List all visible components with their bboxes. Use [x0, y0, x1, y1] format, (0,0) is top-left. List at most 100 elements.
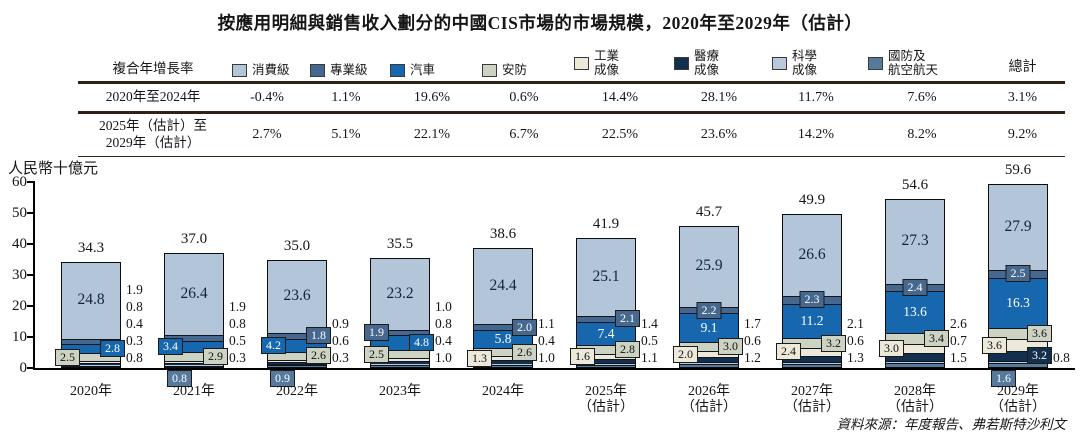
segment-value-box-professional: 2.1	[615, 310, 640, 328]
bar-segment-scientific-imaging	[988, 360, 1048, 364]
bar-segment-industrial-imaging	[267, 359, 327, 363]
cagr-row-total: 3.1%	[1007, 89, 1038, 105]
segment-value-box-professional: 2.2	[696, 301, 722, 319]
bar-segment-defense-aerospace	[679, 364, 739, 368]
bar-outline	[164, 253, 224, 368]
legend-label-line: 醫療	[694, 49, 720, 63]
bar-outline	[988, 183, 1048, 368]
bar-segment-professional	[370, 329, 430, 336]
legend-label-consumer: 消費級	[252, 63, 290, 77]
bar-segment-automotive	[164, 341, 224, 352]
y-tick-mark	[27, 181, 35, 183]
segment-value-callout: 0.3	[229, 350, 246, 365]
x-axis-label-line: 2028年	[894, 384, 936, 399]
x-axis-label-line: 2021年	[173, 384, 215, 399]
y-axis-unit-label: 人民幣十億元	[8, 161, 99, 177]
segment-value-box-security: 3.0	[718, 337, 743, 355]
segment-value-callout: 1.4	[641, 316, 658, 331]
cagr-header-label: 複合年增長率	[112, 61, 194, 76]
bar-total-label: 54.6	[901, 177, 929, 194]
bar-segment-defense-aerospace	[782, 363, 842, 368]
segment-value-callout: 0.3	[126, 333, 143, 348]
legend-item-security: 安防	[478, 63, 570, 77]
bar-segment-medical-imaging	[267, 362, 327, 365]
legend-swatch-professional	[310, 63, 325, 77]
legend-item-consumer: 消費級	[228, 63, 306, 77]
segment-value-label-consumer: 26.6	[798, 246, 826, 264]
segment-value-callout: 0.8	[435, 316, 452, 331]
bar-outline	[885, 199, 945, 368]
cagr-row-label: 2020年至2024年	[78, 89, 228, 106]
cagr-value: 1.1%	[331, 89, 361, 105]
bar-outline	[61, 261, 121, 368]
x-axis-label-line: 2020年	[70, 384, 112, 399]
stacked-bar-plot: 0 10 20 30 40 50 60 34.3 24.8 2.8 2.5 1.9 0.8 0.4 0.3 0…	[12, 162, 1075, 415]
legend-swatch-security	[482, 63, 497, 77]
segment-value-box-defense-aerospace: 0.9	[270, 370, 295, 387]
segment-value-label-consumer: 23.6	[283, 287, 311, 305]
legend-label-line: 成像	[792, 63, 818, 77]
legend-swatch-scientific-imaging	[772, 56, 787, 70]
bar-segment-security	[61, 353, 121, 361]
segment-value-callout: 1.3	[847, 350, 864, 365]
x-axis-label-line: 2026年	[688, 384, 730, 399]
cagr-value: 14.4%	[601, 89, 639, 105]
segment-value-callout: 1.7	[744, 316, 761, 331]
bar-segment-medical-imaging	[782, 355, 842, 363]
y-tick-label: 50	[12, 205, 27, 221]
legend-label-line: 國防及	[888, 49, 926, 63]
segment-value-callout: 0.7	[950, 333, 967, 348]
bar-segment-medical-imaging	[473, 360, 533, 364]
cagr-value: 5.1%	[331, 126, 361, 142]
segment-value-callout: 1.9	[126, 282, 143, 297]
segment-value-callout: 0.4	[126, 316, 143, 331]
segment-value-callout: 0.8	[126, 350, 143, 365]
cagr-value: 7.6%	[907, 89, 937, 105]
bar-segment-medical-imaging	[370, 361, 430, 364]
segment-value-label-consumer: 27.9	[1004, 217, 1032, 235]
segment-value-label-automotive: 11.2	[800, 312, 824, 328]
x-axis-label: 2029年 （估計）	[973, 384, 1063, 416]
cagr-row-2025-2029: 2025年（估計）至 2029年（估計） 2.7% 5.1% 22.1% 6.7% 22.…	[78, 114, 1065, 157]
segment-value-box-security: 3.6	[1027, 325, 1052, 343]
cagr-value: 6.7%	[509, 126, 539, 142]
bar-segment-medical-imaging	[61, 363, 121, 365]
bar-segment-defense-aerospace	[61, 365, 121, 368]
y-tick-mark	[27, 367, 35, 369]
bar-segment-industrial-imaging	[61, 360, 121, 364]
bar-segment-automotive	[61, 344, 121, 354]
segment-value-box-security: 2.8	[615, 340, 640, 358]
legend-swatch-medical-imaging	[674, 56, 689, 70]
bar-segment-industrial-imaging	[473, 356, 533, 361]
legend-label-line: 汽車	[410, 63, 436, 77]
cagr-value: 14.2%	[797, 126, 835, 142]
segment-value-box-professional: 2.0	[512, 318, 537, 336]
x-axis-label-line: （估計）	[681, 400, 737, 415]
cagr-value: 19.6%	[413, 89, 451, 105]
y-tick-mark	[27, 274, 35, 276]
segment-value-box-defense-aerospace: 1.6	[991, 370, 1016, 387]
segment-value-label-consumer: 25.9	[695, 257, 723, 275]
cagr-value: 2.7%	[252, 126, 282, 142]
bar-segment-scientific-imaging	[782, 362, 842, 364]
y-tick-label: 0	[19, 360, 28, 376]
bar-segment-automotive	[885, 291, 945, 334]
bar-segment-security	[782, 338, 842, 349]
bar-segment-industrial-imaging	[164, 360, 224, 364]
segment-value-box-security: 3.4	[924, 330, 949, 348]
cagr-row-2020-2024: 2020年至2024年 -0.4% 1.1% 19.6% 0.6% 14.4% 28.1%…	[78, 84, 1065, 114]
bar-segment-security	[885, 333, 945, 344]
bar-segment-automotive	[988, 277, 1048, 329]
segment-value-box-automotive: 3.4	[158, 337, 183, 355]
bar-segment-professional	[164, 335, 224, 342]
segment-value-box-professional: 1.9	[364, 324, 389, 342]
segment-value-box-industrial-imaging: 3.6	[982, 336, 1007, 354]
segment-value-box-security: 2.6	[512, 343, 537, 361]
legend-swatch-consumer	[232, 63, 247, 77]
legend-item-defense-aerospace: 國防及 航空航天	[864, 49, 980, 77]
x-axis-label: 2028年 （估計）	[870, 384, 960, 416]
bar-segment-security	[473, 348, 533, 357]
bar-outline	[267, 259, 327, 368]
segment-value-box-industrial-imaging: 1.3	[467, 349, 492, 367]
bar-segment-security	[679, 341, 739, 351]
